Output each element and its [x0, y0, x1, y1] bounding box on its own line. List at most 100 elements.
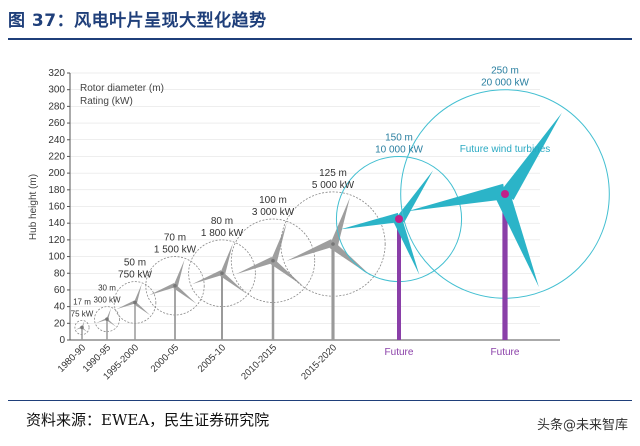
tower — [502, 193, 508, 340]
y-tick-label: 60 — [54, 285, 66, 296]
y-tick-label: 120 — [48, 235, 65, 246]
blade — [393, 217, 420, 275]
blade — [133, 301, 151, 316]
blade — [330, 197, 350, 246]
y-tick-label: 220 — [48, 151, 65, 162]
blade — [106, 307, 112, 320]
y-tick-label: 240 — [48, 135, 65, 146]
hub — [271, 258, 275, 263]
legend-rating: Rating (kW) — [80, 96, 133, 107]
blade — [270, 259, 304, 287]
y-tick-label: 100 — [48, 252, 65, 263]
tower — [271, 260, 275, 340]
y-tick-label: 280 — [48, 101, 65, 112]
rating-label: 20 000 kW — [481, 78, 529, 89]
future-annotation: Future wind turbines — [460, 144, 551, 155]
rating-label: 3 000 kW — [252, 207, 295, 218]
tower — [174, 285, 176, 340]
blade — [340, 212, 400, 230]
turbine-5 — [230, 218, 316, 340]
turbine-0 — [74, 319, 90, 340]
y-axis: 0 20 40 60 80 100 120 140 160 180 200 220 240 260 280 3… — [48, 68, 560, 346]
turbines — [74, 89, 610, 340]
source-note: 资料来源：EWEA，民生证券研究院 — [26, 411, 270, 429]
tower — [81, 327, 83, 340]
rotor-label: 80 m — [211, 216, 233, 227]
turbine-2 — [113, 281, 157, 340]
blade — [106, 318, 117, 327]
turbine-8 — [400, 89, 610, 340]
blade — [495, 192, 539, 288]
tower — [331, 244, 335, 340]
y-tick-label: 80 — [54, 268, 66, 279]
rating-label: 750 kW — [118, 270, 152, 281]
rotor-label: 250 m — [491, 66, 519, 77]
blade — [220, 243, 233, 275]
y-tick-label: 180 — [48, 185, 65, 196]
blade — [396, 170, 434, 223]
blade — [271, 223, 287, 263]
grid-lines — [70, 72, 540, 341]
turbine-3 — [145, 256, 205, 340]
figure-title: 图 37：风电叶片呈现大型化趋势 — [8, 11, 267, 31]
y-tick-label: 40 — [54, 302, 66, 313]
rating-label: 5 000 kW — [312, 180, 355, 191]
rotor-label: 100 m — [259, 195, 287, 206]
blade — [148, 283, 176, 296]
blade — [192, 270, 223, 285]
rotor-label: 50 m — [124, 258, 146, 269]
y-tick-label: 20 — [54, 318, 66, 329]
rotor-label: 125 m — [319, 168, 347, 179]
rotor-label: 30 m — [98, 284, 116, 293]
hub — [80, 325, 84, 330]
y-axis-label: Hub height (m) — [28, 174, 39, 240]
rating-label: 1 500 kW — [154, 245, 197, 256]
blade — [173, 259, 185, 287]
x-category-label: Future — [491, 347, 520, 358]
rotor-circle — [94, 306, 120, 333]
rating-label: 300 kW — [93, 296, 121, 305]
y-tick-label: 320 — [48, 68, 65, 79]
blade — [500, 112, 562, 200]
rotor-label: 150 m — [385, 132, 413, 143]
turbine-7 — [335, 155, 463, 340]
y-tick-label: 160 — [48, 202, 65, 213]
y-tick-label: 200 — [48, 168, 65, 179]
blade — [407, 183, 506, 212]
hub — [501, 189, 509, 198]
blade — [219, 271, 247, 294]
x-category-label: 2010-2015 — [239, 342, 279, 382]
tower — [397, 219, 401, 340]
hub — [331, 242, 335, 246]
tower — [220, 273, 224, 340]
blade — [173, 284, 197, 304]
x-category-label: 2015-2020 — [299, 342, 339, 382]
turbine-1 — [94, 306, 120, 340]
hub — [395, 215, 403, 224]
x-category-label: 2005-10 — [196, 342, 228, 374]
rating-label: 1 800 kW — [201, 228, 244, 239]
legend-rotor: Rotor diameter (m) — [80, 83, 164, 94]
blade — [286, 239, 334, 261]
rotor-circle — [188, 239, 256, 308]
hub — [220, 271, 224, 276]
rating-label: 10 000 kW — [375, 144, 423, 155]
hub — [105, 317, 109, 321]
hub — [133, 300, 137, 305]
title-rule — [8, 38, 632, 40]
turbine-6 — [280, 191, 386, 340]
rotor-label: 17 m — [73, 297, 91, 306]
blade — [235, 256, 274, 275]
blade — [134, 283, 142, 304]
rotor-circle — [230, 218, 316, 303]
watermark: 头条@未来智库 — [536, 418, 628, 433]
x-category-label: Future — [385, 347, 414, 358]
tower — [106, 319, 108, 340]
x-category-label: 2000-05 — [149, 342, 181, 374]
hub — [173, 283, 177, 288]
y-tick-label: 300 — [48, 85, 65, 96]
y-tick-label: 140 — [48, 218, 65, 229]
tower — [134, 302, 136, 340]
